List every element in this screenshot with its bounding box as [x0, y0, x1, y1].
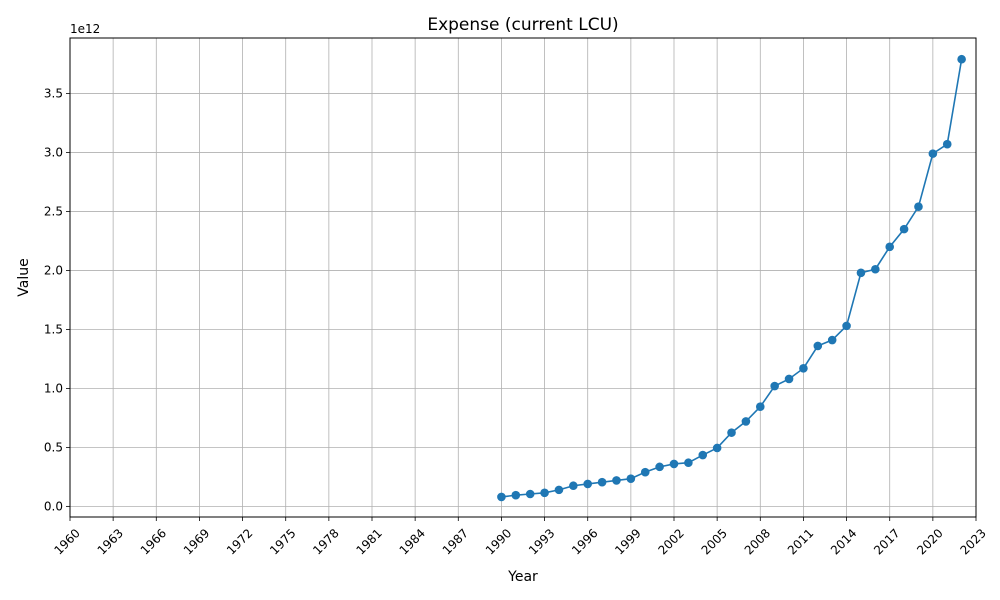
y-tick-label: 1.5 — [44, 322, 63, 336]
data-point — [827, 335, 837, 345]
data-point — [957, 54, 966, 64]
data-point — [899, 224, 909, 234]
data-series — [497, 54, 966, 502]
y-tick-label: 3.5 — [44, 86, 63, 100]
data-point — [511, 490, 521, 500]
y-offset-label: 1e12 — [70, 22, 100, 36]
data-point — [928, 149, 938, 158]
data-point — [569, 481, 578, 491]
data-point — [856, 268, 866, 278]
data-point — [698, 450, 708, 460]
data-point — [871, 264, 880, 274]
y-axis-label: Value — [16, 258, 32, 296]
x-axis-label: Year — [507, 569, 538, 585]
data-point — [669, 459, 679, 469]
data-point — [942, 139, 952, 149]
grid — [69, 38, 977, 517]
data-point — [525, 489, 535, 499]
plot-frame — [69, 37, 977, 518]
data-point — [914, 202, 923, 212]
y-tick-label: 3.0 — [44, 145, 63, 159]
data-point — [626, 474, 636, 483]
data-point — [497, 492, 506, 502]
data-point — [712, 443, 722, 453]
data-point — [741, 417, 751, 426]
y-tick-label: 2.5 — [44, 204, 63, 218]
data-point — [640, 467, 650, 477]
y-axis: 0.0 0.5 1.0 1.5 2.0 2.5 3.0 3.5 — [44, 86, 70, 513]
data-point — [770, 381, 779, 391]
data-point — [784, 374, 794, 384]
data-point — [755, 402, 765, 411]
data-point — [655, 462, 664, 472]
data-point — [885, 242, 895, 252]
data-point — [727, 428, 736, 437]
data-point — [684, 458, 693, 468]
data-point — [612, 476, 621, 485]
y-tick-label: 0.5 — [44, 440, 63, 454]
data-point — [583, 479, 593, 489]
chart-title: Expense (current LCU) — [427, 15, 618, 35]
data-point — [799, 364, 808, 373]
y-tick-label: 1.0 — [44, 381, 63, 395]
data-point — [813, 341, 823, 351]
y-tick-label: 2.0 — [44, 263, 63, 277]
y-tick-label: 0.0 — [44, 499, 63, 513]
data-point — [597, 477, 607, 487]
data-point — [554, 485, 564, 495]
data-point — [842, 321, 851, 331]
data-point — [540, 488, 549, 498]
